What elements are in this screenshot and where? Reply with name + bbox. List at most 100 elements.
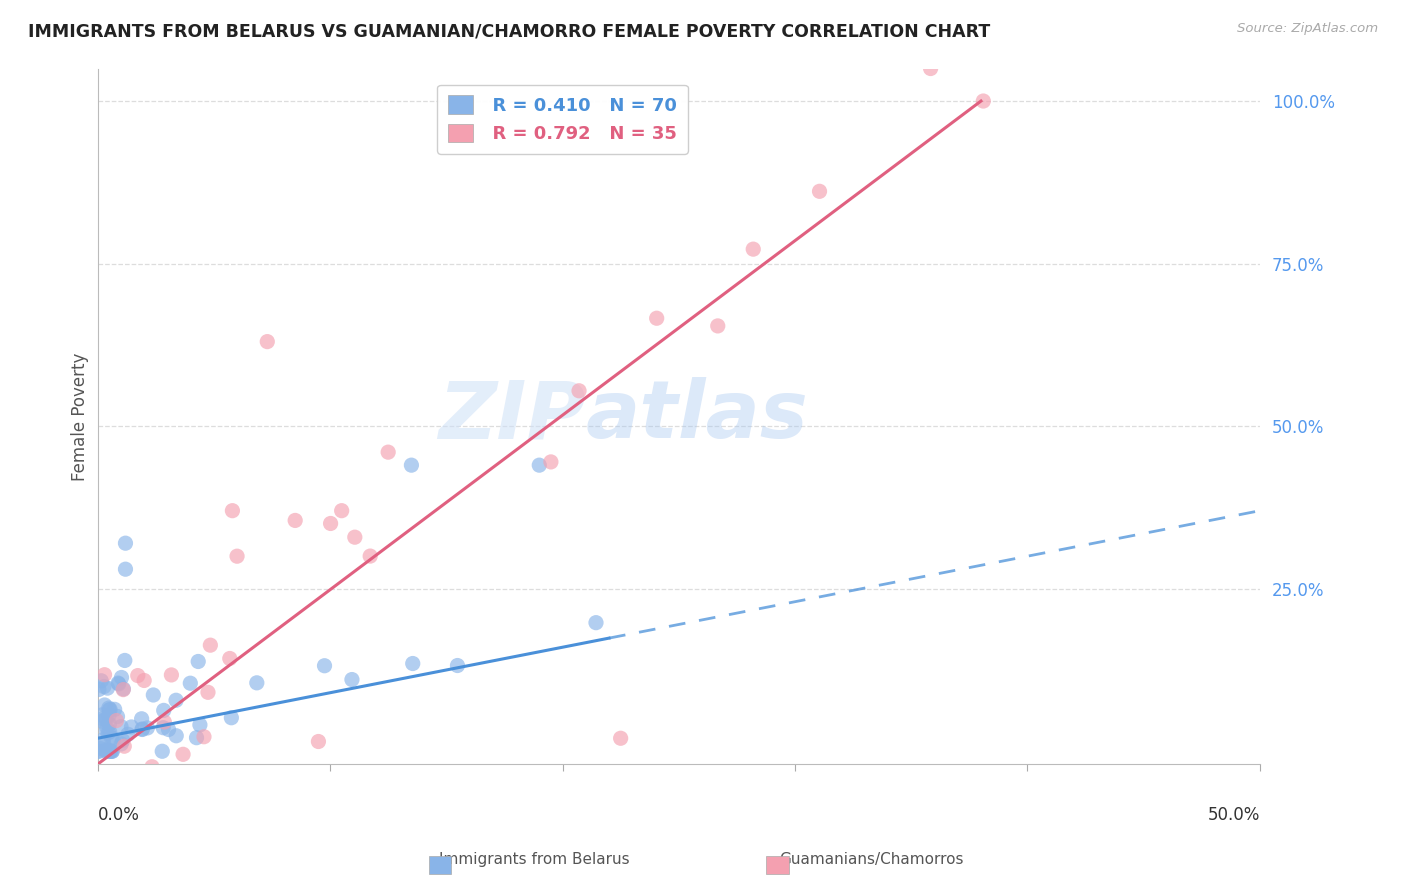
Point (645, 311, 668, 326)
Point (93, 667, 115, 681)
Point (100, 731, 122, 745)
Point (131, 723, 153, 737)
Point (93, 698, 115, 712)
Point (97, 725, 120, 739)
Point (226, 549, 249, 564)
Point (114, 653, 136, 667)
Point (187, 655, 209, 669)
Point (94, 712, 117, 726)
Point (972, 94, 994, 108)
Point (172, 747, 194, 762)
Point (157, 723, 180, 737)
Point (98, 702, 121, 716)
Point (141, 760, 163, 774)
Point (96, 681, 118, 695)
Point (314, 658, 336, 673)
Point (103, 731, 125, 746)
Point (706, 318, 728, 333)
Point (101, 744, 124, 758)
Point (91, 714, 114, 729)
Point (87, 744, 110, 758)
Point (93, 680, 115, 694)
Point (377, 445, 399, 459)
Point (343, 530, 366, 544)
Point (90, 673, 112, 688)
Point (101, 744, 124, 758)
Text: 50.0%: 50.0% (1208, 806, 1260, 824)
Point (91, 712, 114, 726)
Point (98, 724, 121, 739)
Point (107, 677, 129, 691)
Point (117, 727, 139, 741)
Point (110, 737, 132, 751)
Point (96, 723, 118, 738)
Point (340, 673, 363, 687)
Point (330, 504, 353, 518)
Point (193, 730, 215, 744)
Point (165, 729, 187, 743)
Point (446, 658, 468, 673)
Point (152, 703, 174, 717)
Point (94, 743, 117, 757)
Point (90, 707, 112, 722)
Text: Guamanians/Chamorros: Guamanians/Chamorros (779, 852, 965, 867)
Point (134, 673, 156, 688)
Point (221, 711, 243, 725)
Point (179, 676, 201, 690)
Point (359, 549, 381, 563)
Point (98, 717, 121, 731)
Point (107, 709, 129, 723)
Text: Immigrants from Belarus: Immigrants from Belarus (439, 852, 630, 867)
Point (149, 777, 172, 791)
Text: atlas: atlas (586, 377, 808, 456)
Point (127, 668, 149, 682)
Legend:   R = 0.410   N = 70,   R = 0.792   N = 35: R = 0.410 N = 70, R = 0.792 N = 35 (437, 85, 688, 154)
Point (89, 741, 111, 756)
Point (100, 744, 122, 758)
Point (97, 701, 120, 715)
Point (221, 504, 243, 518)
Y-axis label: Female Poverty: Female Poverty (72, 352, 89, 481)
Point (742, 242, 765, 256)
Point (93, 738, 115, 752)
Point (529, 458, 551, 472)
Text: Source: ZipAtlas.com: Source: ZipAtlas.com (1237, 22, 1378, 36)
Point (197, 685, 219, 699)
Point (131, 722, 153, 736)
Point (165, 693, 187, 707)
Point (153, 714, 176, 729)
Point (152, 721, 174, 735)
Point (114, 562, 136, 576)
Point (112, 739, 135, 754)
Point (136, 721, 159, 735)
Point (142, 688, 165, 702)
Point (131, 712, 153, 726)
Point (110, 720, 132, 734)
Point (284, 513, 307, 527)
Point (402, 657, 425, 671)
Point (568, 384, 591, 398)
Text: 0.0%: 0.0% (97, 806, 139, 824)
Point (110, 671, 132, 685)
Point (200, 638, 222, 652)
Point (540, 455, 562, 469)
Point (96, 744, 118, 758)
Point (100, 765, 122, 780)
Point (920, 62, 942, 76)
Point (98, 703, 121, 717)
Point (401, 458, 423, 472)
Point (105, 714, 128, 728)
Point (107, 676, 129, 690)
Point (186, 731, 208, 745)
Point (585, 615, 607, 630)
Point (114, 536, 136, 550)
Point (246, 676, 269, 690)
Text: ZIP: ZIP (439, 377, 586, 456)
Point (218, 651, 240, 665)
Point (87, 682, 110, 697)
Point (98, 708, 121, 723)
Point (104, 702, 127, 716)
Point (111, 733, 134, 747)
Point (808, 184, 831, 198)
Point (120, 720, 142, 734)
